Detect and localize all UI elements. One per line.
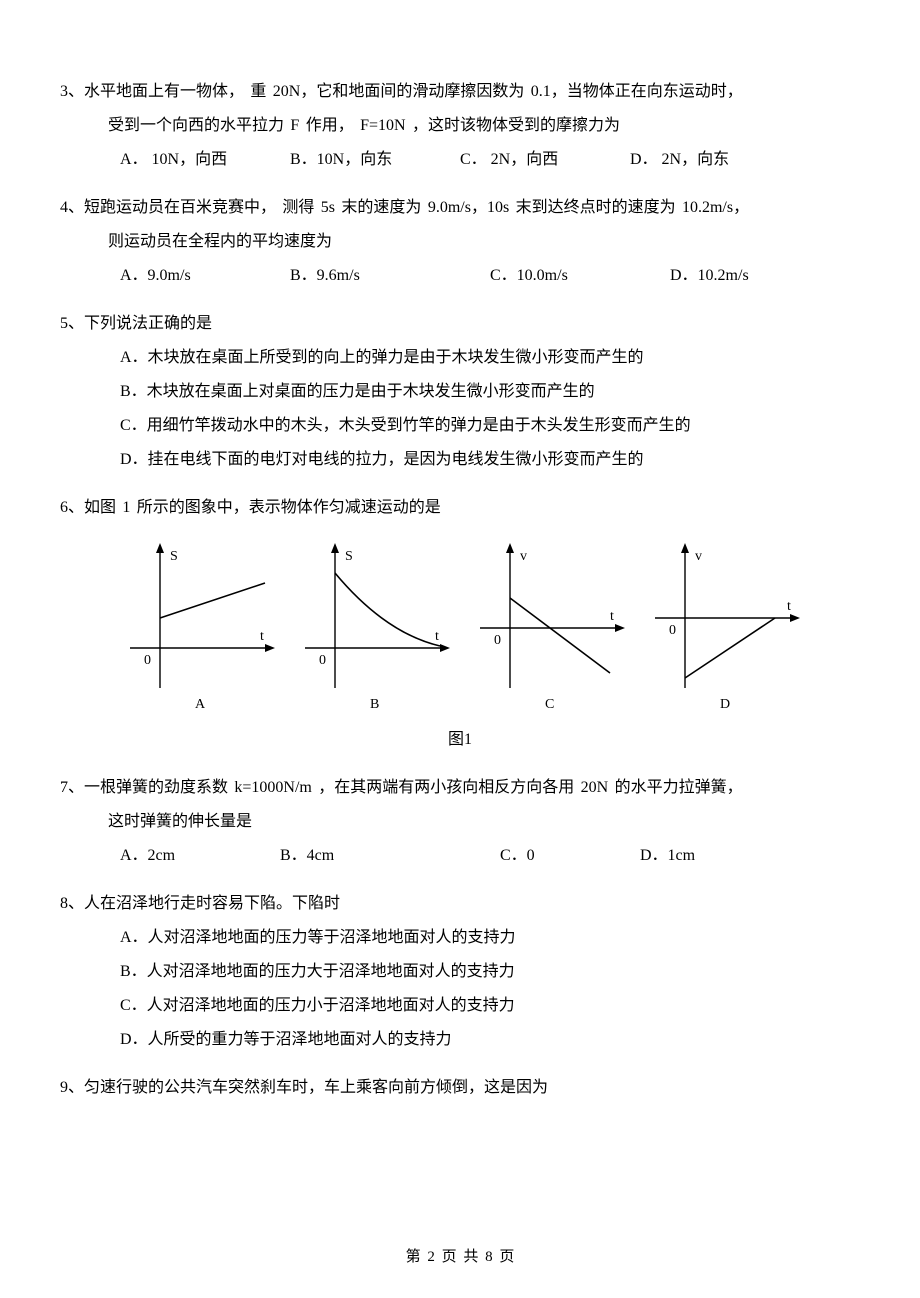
q6-panel-b: 0 S t B	[305, 543, 450, 712]
q6-b-y-label: S	[345, 549, 353, 564]
q6-c-label: C	[545, 697, 554, 712]
q5-stem: 5、下列说法正确的是	[60, 312, 860, 336]
question-9: 9、匀速行驶的公共汽车突然刹车时，车上乘客向前方倾倒，这是因为	[60, 1076, 860, 1100]
q6-a-x-label: t	[260, 629, 264, 644]
q8-option-a: A．人对沼泽地地面的压力等于沼泽地地面对人的支持力	[60, 926, 860, 950]
q8-option-d: D．人所受的重力等于沼泽地地面对人的支持力	[60, 1028, 860, 1052]
q4-option-a: A．9.0m/s	[120, 264, 290, 288]
q3-stem-line1: 3、水平地面上有一物体， 重 20N，它和地面间的滑动摩擦因数为 0.1，当物体…	[60, 80, 860, 104]
q6-c-x-label: t	[610, 609, 614, 624]
q6-panel-d: 0 v t D	[655, 543, 800, 712]
q7-option-d: D．1cm	[640, 844, 760, 868]
q5-option-b: B．木块放在桌面上对桌面的压力是由于木块发生微小形变而产生的	[60, 380, 860, 404]
q6-panel-c: 0 v t C	[480, 543, 625, 712]
q3-stem-line2: 受到一个向西的水平拉力 F 作用， F=10N ，这时该物体受到的摩擦力为	[60, 114, 860, 138]
q6-figure: 0 S t A 0 S t B	[60, 538, 860, 752]
q7-stem-line1: 7、一根弹簧的劲度系数 k=1000N/m ，在其两端有两小孩向相反方向各用 2…	[60, 776, 860, 800]
q5-option-d: D．挂在电线下面的电灯对电线的拉力，是因为电线发生微小形变而产生的	[60, 448, 860, 472]
q4-stem-line1: 4、短跑运动员在百米竞赛中， 测得 5s 末的速度为 9.0m/s，10s 末到…	[60, 196, 860, 220]
q6-c-origin: 0	[494, 633, 501, 648]
q4-options: A．9.0m/s B．9.6m/s C．10.0m/s D．10.2m/s	[60, 264, 860, 288]
page-footer: 第 2 页 共 8 页	[0, 1246, 920, 1269]
q6-d-origin: 0	[669, 623, 676, 638]
q4-option-b: B．9.6m/s	[290, 264, 490, 288]
q3-option-d: D． 2N，向东	[630, 148, 800, 172]
q3-option-b: B．10N，向东	[290, 148, 460, 172]
q8-option-b: B．人对沼泽地地面的压力大于沼泽地地面对人的支持力	[60, 960, 860, 984]
question-6: 6、如图 1 所示的图象中，表示物体作匀减速运动的是 0 S t A	[60, 496, 860, 752]
q7-option-a: A．2cm	[120, 844, 280, 868]
q5-option-a: A．木块放在桌面上所受到的向上的弹力是由于木块发生微小形变而产生的	[60, 346, 860, 370]
q7-option-b: B．4cm	[280, 844, 500, 868]
q4-stem-line2: 则运动员在全程内的平均速度为	[60, 230, 860, 254]
q7-options: A．2cm B．4cm C．0 D．1cm	[60, 844, 860, 868]
q3-option-a: A． 10N，向西	[120, 148, 290, 172]
q8-option-c: C．人对沼泽地地面的压力小于沼泽地地面对人的支持力	[60, 994, 860, 1018]
q6-figure-caption: 图1	[60, 728, 860, 752]
q9-stem: 9、匀速行驶的公共汽车突然刹车时，车上乘客向前方倾倒，这是因为	[60, 1076, 860, 1100]
q6-b-label: B	[370, 697, 379, 712]
q8-stem: 8、人在沼泽地行走时容易下陷。下陷时	[60, 892, 860, 916]
q3-option-c: C． 2N，向西	[460, 148, 630, 172]
question-8: 8、人在沼泽地行走时容易下陷。下陷时 A．人对沼泽地地面的压力等于沼泽地地面对人…	[60, 892, 860, 1052]
q6-a-y-label: S	[170, 549, 178, 564]
q4-option-d: D．10.2m/s	[670, 264, 810, 288]
q6-b-x-label: t	[435, 629, 439, 644]
q6-a-label: A	[195, 697, 206, 712]
q6-a-origin: 0	[144, 653, 151, 668]
q3-options: A． 10N，向西 B．10N，向东 C． 2N，向西 D． 2N，向东	[60, 148, 860, 172]
q6-stem: 6、如图 1 所示的图象中，表示物体作匀减速运动的是	[60, 496, 860, 520]
question-3: 3、水平地面上有一物体， 重 20N，它和地面间的滑动摩擦因数为 0.1，当物体…	[60, 80, 860, 172]
q6-d-label: D	[720, 697, 730, 712]
question-5: 5、下列说法正确的是 A．木块放在桌面上所受到的向上的弹力是由于木块发生微小形变…	[60, 312, 860, 472]
question-4: 4、短跑运动员在百米竞赛中， 测得 5s 末的速度为 9.0m/s，10s 末到…	[60, 196, 860, 288]
q7-option-c: C．0	[500, 844, 640, 868]
q6-d-x-label: t	[787, 599, 791, 614]
q6-c-y-label: v	[520, 549, 527, 564]
question-7: 7、一根弹簧的劲度系数 k=1000N/m ，在其两端有两小孩向相反方向各用 2…	[60, 776, 860, 868]
q6-figure-svg: 0 S t A 0 S t B	[110, 538, 810, 718]
q6-panel-a: 0 S t A	[130, 543, 275, 712]
q4-option-c: C．10.0m/s	[490, 264, 670, 288]
q5-option-c: C．用细竹竿拨动水中的木头，木头受到竹竿的弹力是由于木头发生形变而产生的	[60, 414, 860, 438]
q6-b-origin: 0	[319, 653, 326, 668]
q7-stem-line2: 这时弹簧的伸长量是	[60, 810, 860, 834]
q6-d-y-label: v	[695, 549, 702, 564]
